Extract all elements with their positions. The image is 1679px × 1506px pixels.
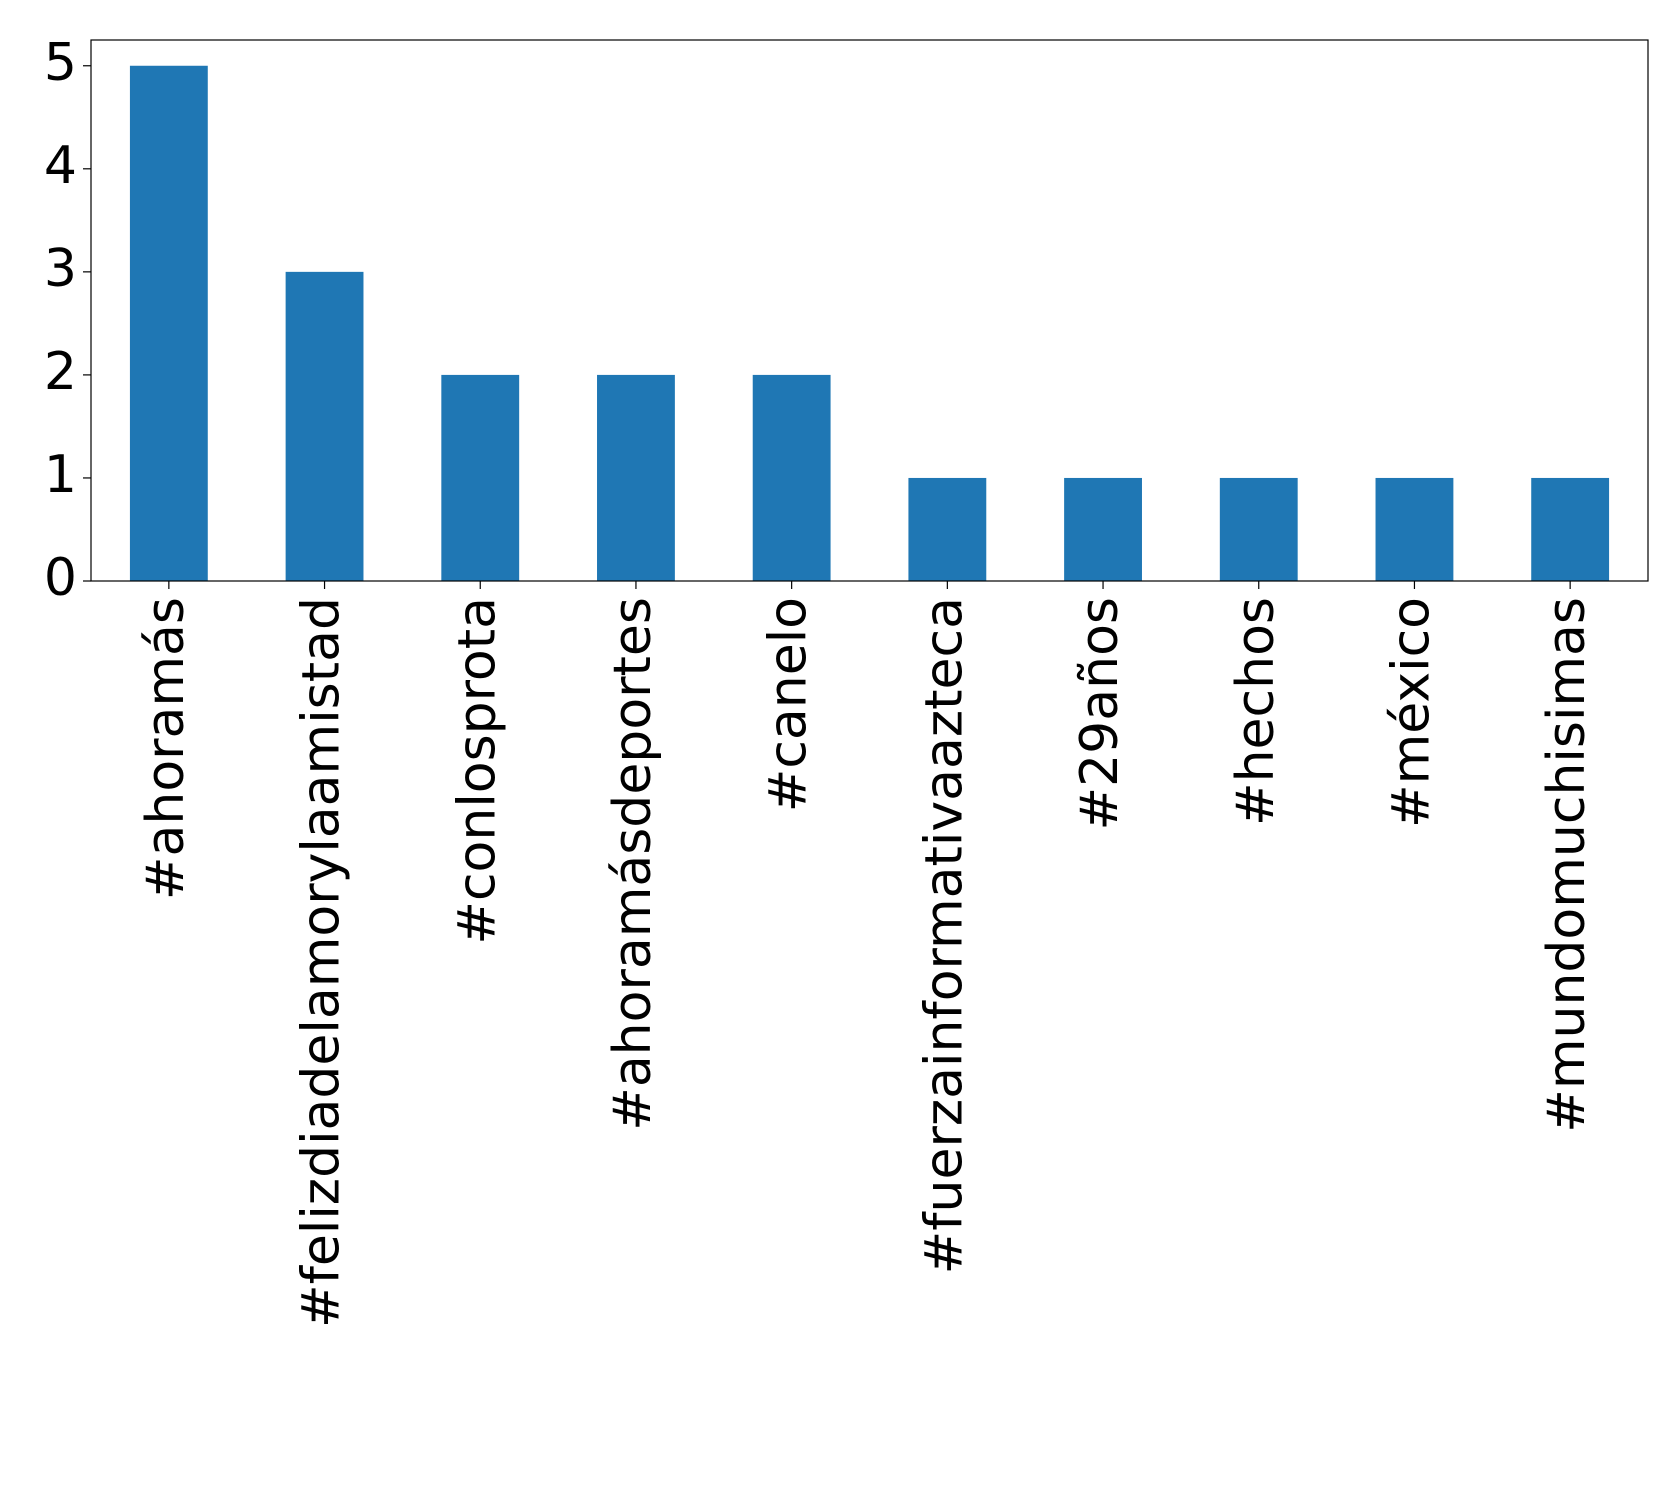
x-tick-label: #mundomuchisimas (1537, 597, 1597, 1133)
bar (441, 374, 520, 581)
y-tick-label: 5 (44, 33, 77, 93)
y-tick-label: 4 (44, 136, 77, 196)
bar (1219, 477, 1298, 581)
x-tick-label: #hechos (1226, 597, 1286, 826)
x-tick-label: #felizdiadelamorylaamistad (292, 597, 352, 1328)
bar (752, 374, 831, 581)
x-tick-label: #méxico (1381, 597, 1441, 828)
x-tick-label: #ahoramás (136, 597, 196, 900)
y-tick-label: 1 (44, 445, 77, 505)
axes-frame (90, 39, 1649, 582)
x-tick-label: #fuerzainformativaazteca (914, 597, 974, 1274)
x-tick-label: #canelo (759, 597, 819, 812)
x-tick-label: #29años (1070, 597, 1130, 830)
y-tick-label: 2 (44, 342, 77, 402)
x-tick-label: #conlosprota (447, 597, 507, 945)
bar (908, 477, 987, 581)
bar (1375, 477, 1454, 581)
bar (1531, 477, 1610, 581)
y-tick-label: 0 (44, 548, 77, 608)
bar (285, 271, 364, 581)
x-tick-label: #ahoramásdeportes (603, 597, 663, 1131)
y-tick-label: 3 (44, 239, 77, 299)
bar (597, 374, 675, 581)
bar (1064, 477, 1142, 581)
bar (129, 65, 208, 581)
